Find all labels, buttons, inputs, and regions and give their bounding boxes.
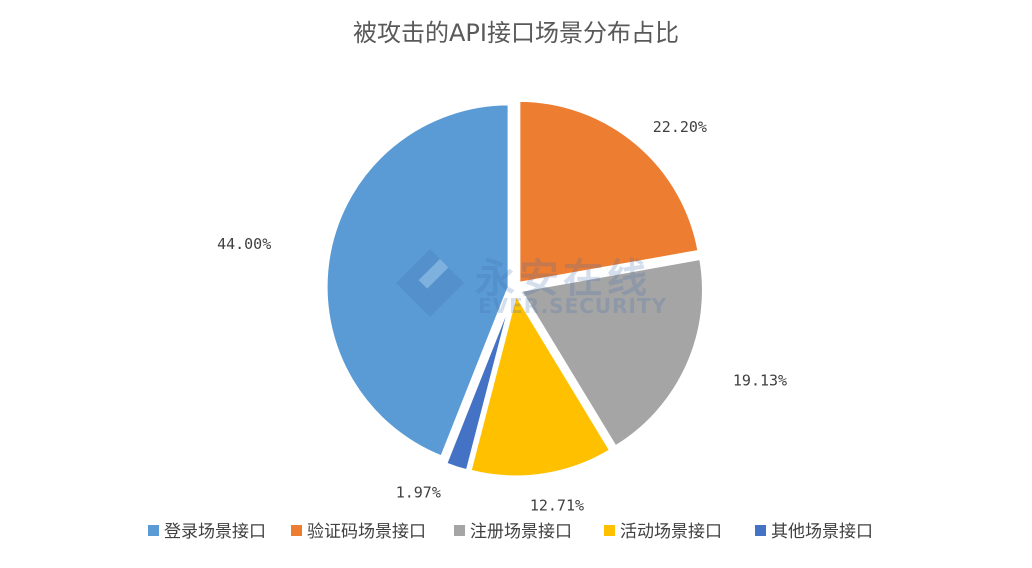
pie-slices xyxy=(324,98,705,479)
legend-label-activity: 活动场景接口 xyxy=(620,522,722,542)
watermark-cn-text: 永安在线 xyxy=(475,256,651,302)
pie-slice-login xyxy=(324,102,511,459)
watermark: 永安在线 EVER.SECURITY xyxy=(396,249,667,318)
pie-slice-other xyxy=(443,293,515,473)
legend: 登录场景接口 验证码场景接口 注册场景接口 活动场景接口 其他场景接口 xyxy=(148,522,873,542)
legend-label-captcha: 验证码场景接口 xyxy=(307,522,426,542)
watermark-en-text: EVER.SECURITY xyxy=(478,294,667,318)
data-label-other: 1.97% xyxy=(396,483,441,501)
legend-swatch-activity xyxy=(604,525,615,536)
data-labels: 44.00% 22.20% 19.13% 12.71% 1.97% xyxy=(217,118,787,515)
data-label-activity: 12.71% xyxy=(530,497,584,515)
pie-slice-register xyxy=(518,256,705,450)
legend-label-other: 其他场景接口 xyxy=(771,522,873,542)
pie-slice-activity xyxy=(468,290,613,479)
legend-label-register: 注册场景接口 xyxy=(470,522,572,542)
data-label-register: 19.13% xyxy=(733,372,787,390)
chart-title: 被攻击的API接口场景分布占比 xyxy=(353,19,679,47)
legend-swatch-other xyxy=(755,525,766,536)
legend-swatch-register xyxy=(454,525,465,536)
data-label-captcha: 22.20% xyxy=(653,118,707,136)
legend-swatch-captcha xyxy=(291,525,302,536)
legend-swatch-login xyxy=(148,525,159,536)
legend-label-login: 登录场景接口 xyxy=(164,522,266,542)
watermark-logo-icon xyxy=(396,249,464,317)
pie-slice-captcha xyxy=(517,98,701,286)
data-label-login: 44.00% xyxy=(217,235,271,253)
